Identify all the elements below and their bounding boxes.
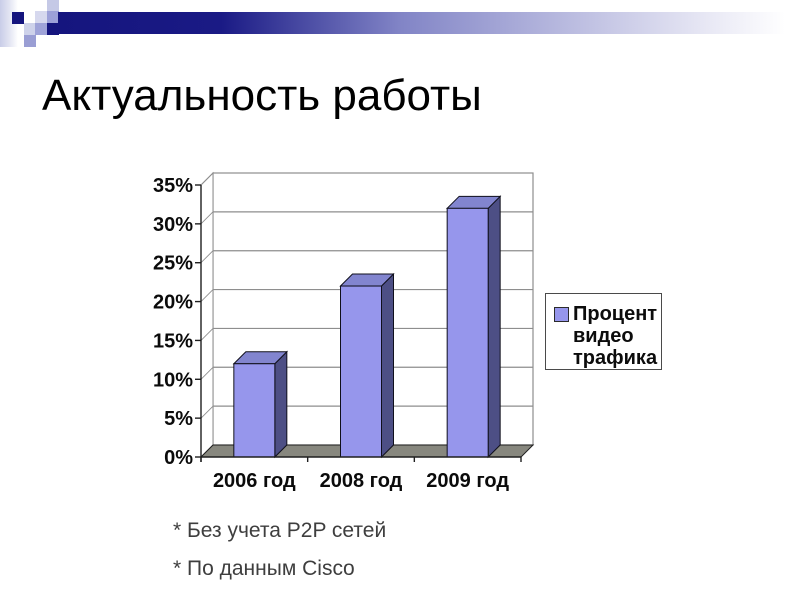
tick-connector bbox=[200, 289, 214, 302]
y-axis-label: 10% bbox=[153, 369, 193, 391]
bar-front-face bbox=[233, 363, 276, 458]
tick-connector bbox=[200, 405, 214, 419]
footnotes: * Без учета P2P сетей * По данным Cisco bbox=[173, 518, 386, 594]
legend-label: Процент видео трафика bbox=[573, 303, 657, 369]
y-axis-label: 30% bbox=[153, 214, 193, 236]
tick-connector bbox=[200, 328, 214, 341]
footnote-cisco: * По данным Cisco bbox=[173, 557, 355, 580]
tick-connector bbox=[200, 172, 214, 186]
bar-2009 год bbox=[445, 195, 502, 459]
deco-square bbox=[47, 23, 59, 35]
deco-square bbox=[47, 11, 59, 23]
bar-side-face bbox=[381, 272, 394, 459]
y-axis-label: 20% bbox=[153, 292, 193, 314]
deco-square bbox=[12, 12, 24, 24]
deco-square bbox=[35, 23, 47, 35]
slide-title: Актуальность работы bbox=[42, 71, 482, 120]
x-axis-label: 2006 год bbox=[213, 470, 296, 492]
bar-side-face bbox=[487, 195, 501, 459]
legend-label-line: видео bbox=[573, 325, 634, 347]
title-banner-bar bbox=[58, 12, 800, 34]
legend-label-line: трафика bbox=[573, 347, 658, 369]
x-axis-label: 2008 год bbox=[320, 470, 403, 492]
chart-legend: Процент видео трафика bbox=[545, 293, 662, 370]
bar-front-face bbox=[446, 207, 489, 458]
deco-gradient-strip bbox=[0, 0, 18, 47]
footnote-p2p: * Без учета P2P сетей bbox=[173, 519, 387, 542]
y-axis-label: 0% bbox=[164, 447, 193, 469]
bar-front-face bbox=[340, 285, 382, 458]
bar-2008 год bbox=[339, 272, 395, 459]
y-axis-label: 5% bbox=[164, 408, 193, 430]
tick-connector bbox=[200, 250, 214, 264]
chart-side-wall bbox=[200, 171, 214, 459]
bar-side-face bbox=[274, 350, 288, 459]
y-axis-label: 25% bbox=[153, 253, 193, 275]
deco-square bbox=[35, 11, 47, 23]
deco-square bbox=[24, 23, 36, 35]
x-axis-label: 2009 год bbox=[426, 470, 509, 492]
legend-label-line: Процент bbox=[573, 303, 658, 325]
deco-square bbox=[24, 35, 36, 47]
tick-connector bbox=[200, 211, 214, 225]
y-axis-label: 35% bbox=[153, 175, 193, 197]
tick-connector bbox=[200, 366, 214, 380]
bar-2006 год bbox=[232, 350, 289, 459]
y-axis-label: 15% bbox=[153, 330, 193, 352]
legend-swatch bbox=[554, 307, 569, 322]
deco-square bbox=[47, 0, 59, 12]
